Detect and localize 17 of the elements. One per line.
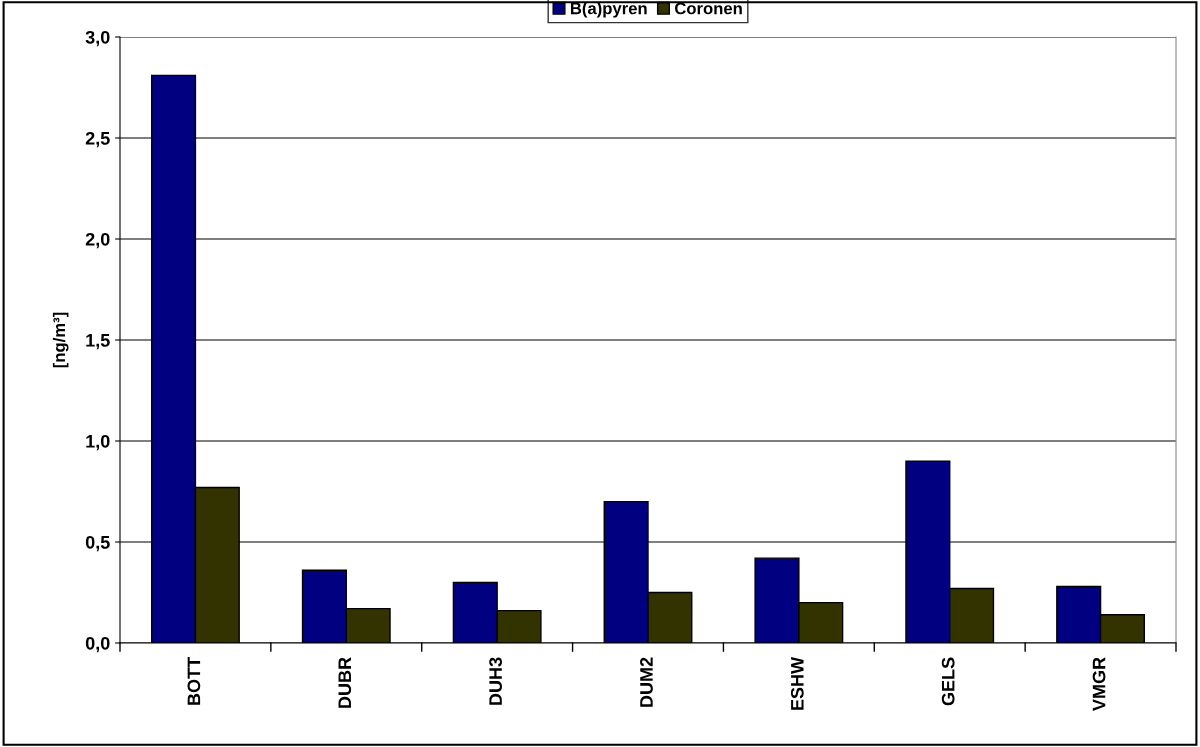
- y-tick-label: 3,0: [85, 30, 110, 47]
- y-axis-title: [ng/m³]: [52, 312, 69, 368]
- x-tick-label: BOTT: [187, 657, 201, 705]
- y-tick-label: 1,5: [86, 334, 110, 350]
- legend-label: B(a)pyren: [570, 2, 647, 18]
- x-tick-label: DUBR: [338, 657, 352, 708]
- x-tick-label: DUM2: [640, 657, 653, 707]
- x-tick-label: GELS: [941, 657, 955, 706]
- legend-label: Coronen: [674, 2, 742, 15]
- y-tick-label: 0,0: [85, 636, 110, 653]
- x-tick-label: VMGR: [1092, 657, 1106, 711]
- x-tick-label: DUH3: [489, 657, 503, 705]
- y-tick-label: 2,5: [85, 131, 110, 148]
- y-tick-label: 0,5: [85, 535, 110, 552]
- x-tick-label: ESHW: [790, 656, 804, 710]
- y-tick-label: 2,0: [85, 232, 110, 249]
- y-tick-label: 1,0: [86, 434, 110, 451]
